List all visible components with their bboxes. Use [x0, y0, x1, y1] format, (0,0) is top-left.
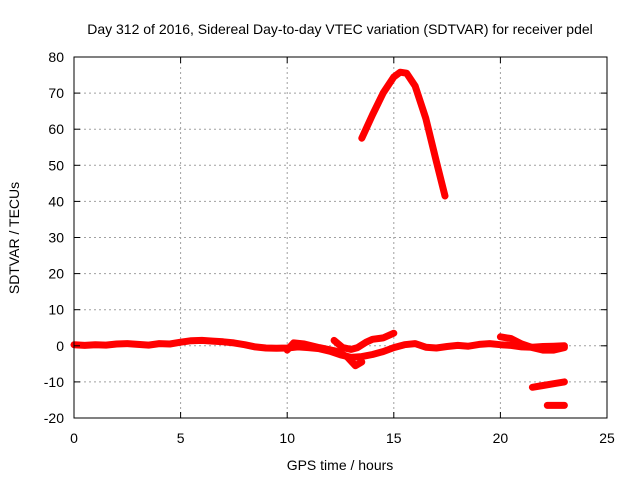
y-tick-label: 70 — [48, 85, 64, 101]
axis-layer: 0 5 10 15 20 25 -20 -10 0 10 20 30 40 50 60 70 80 — [44, 49, 615, 446]
x-tick-label: 15 — [386, 430, 402, 446]
series-arc-10h-13h — [283, 339, 366, 370]
y-tick-label: 10 — [48, 302, 64, 318]
x-axis-label: GPS time / hours — [287, 457, 394, 473]
y-tick-label: 60 — [48, 121, 64, 137]
data-layer — [70, 68, 568, 409]
x-tick-label: 20 — [493, 430, 509, 446]
y-tick-label: 20 — [48, 266, 64, 282]
y-axis-label: SDTVAR / TECUs — [6, 182, 22, 294]
series-arc-21-5h-23h — [528, 378, 568, 391]
y-tick-label: -10 — [44, 374, 64, 390]
series-peak-arc — [358, 68, 449, 200]
x-tick-label: 25 — [599, 430, 615, 446]
x-tick-label: 5 — [177, 430, 185, 446]
x-tick-label: 0 — [70, 430, 78, 446]
y-tick-label: 50 — [48, 157, 64, 173]
series-arc-20h-23h — [496, 333, 568, 354]
chart-title: Day 312 of 2016, Sidereal Day-to-day VTE… — [87, 21, 593, 37]
y-tick-label: -20 — [44, 410, 64, 426]
y-tick-label: 40 — [48, 193, 64, 209]
y-tick-label: 80 — [48, 49, 64, 65]
x-tick-label: 10 — [279, 430, 295, 446]
series-arc-13h-15h — [330, 329, 398, 353]
y-tick-label: 30 — [48, 230, 64, 246]
y-tick-label: 0 — [56, 338, 64, 354]
grid-layer — [74, 57, 607, 418]
